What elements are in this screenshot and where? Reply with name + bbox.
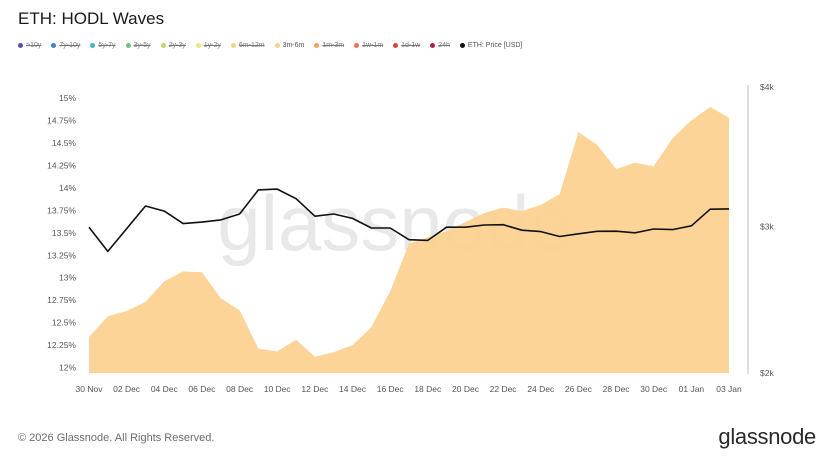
legend-label: 1w-1m [362, 42, 384, 49]
legend-label: 3m-6m [282, 42, 305, 49]
y-right-tick-label: $3k [760, 222, 774, 232]
legend-item[interactable]: 6m-12m [230, 42, 265, 49]
legend-item[interactable]: 24h [430, 42, 450, 49]
legend-dot-icon [430, 43, 436, 48]
x-tick-label: 22 Dec [490, 384, 518, 394]
brand-logo: glassnode [718, 424, 816, 449]
x-tick-label: 20 Dec [452, 384, 480, 394]
y-right-tick-label: $4k [760, 82, 774, 92]
series-area-3m-6m [89, 107, 729, 373]
legend-dot-icon [18, 43, 23, 48]
legend-dot-icon [274, 43, 280, 48]
legend-label: >10y [26, 42, 42, 49]
legend-label: 3y-5y [133, 42, 151, 49]
y-left-tick-label: 14.5% [52, 138, 77, 148]
legend-dot-icon [230, 43, 236, 48]
legend-dot-icon [90, 43, 96, 48]
y-left-tick-label: 12.5% [52, 318, 77, 328]
y-left-tick-label: 12.25% [47, 340, 76, 350]
legend-dot-icon [393, 43, 399, 48]
legend-label: 1d-1w [401, 42, 421, 49]
legend-label: 2y-3y [168, 42, 186, 49]
x-tick-label: 10 Dec [264, 384, 292, 394]
y-left-tick-label: 13.25% [47, 250, 76, 260]
legend-item[interactable]: 2y-3y [160, 42, 186, 49]
x-tick-label: 24 Dec [527, 384, 555, 394]
legend-item[interactable]: 5y-7y [90, 42, 116, 49]
y-left-tick-label: 13.5% [52, 228, 77, 238]
x-tick-label: 14 Dec [339, 384, 367, 394]
legend-item[interactable]: ETH: Price [USD] [459, 42, 523, 49]
legend-dot-icon [354, 43, 360, 48]
copyright-text: © 2026 Glassnode. All Rights Reserved. [18, 432, 215, 444]
legend-dot-icon [125, 43, 131, 48]
x-tick-label: 26 Dec [565, 384, 593, 394]
legend-label: 6m-12m [238, 42, 265, 49]
y-right-tick-label: $2k [760, 368, 774, 378]
legend-item[interactable]: >10y [18, 42, 41, 49]
series-line-eth-price [88, 188, 730, 253]
y-left-tick-label: 14.75% [47, 115, 76, 125]
legend-label: 5y-7y [98, 42, 116, 49]
y-left-tick-label: 12.75% [47, 295, 76, 305]
legend-item[interactable]: 3y-5y [125, 42, 151, 49]
x-tick-label: 18 Dec [414, 384, 442, 394]
x-tick-label: 02 Dec [113, 384, 141, 394]
y-left-tick-label: 14.25% [47, 160, 76, 170]
legend-dot-icon [160, 43, 166, 48]
chart-title: ETH: HODL Waves [18, 9, 165, 28]
x-tick-label: 30 Nov [76, 384, 104, 394]
legend-label: ETH: Price [USD] [467, 42, 523, 49]
legend-item[interactable]: 1y-2y [195, 42, 221, 49]
legend-dot-icon [459, 43, 465, 48]
legend-label: 24h [438, 42, 450, 49]
legend: >10y 7y-10y 5y-7y 3y-5y 2y-3y 1y-2y 6m-12m 3m-6… [18, 42, 532, 49]
legend-label: 1m-3m [322, 42, 345, 49]
legend-item[interactable]: 3m-6m [274, 42, 305, 49]
x-tick-label: 01 Jan [679, 384, 705, 394]
legend-dot-icon [51, 43, 57, 48]
x-tick-label: 04 Dec [151, 384, 179, 394]
legend-label: 1y-2y [203, 42, 221, 49]
legend-item[interactable]: 1d-1w [393, 42, 420, 49]
x-tick-label: 16 Dec [377, 384, 405, 394]
x-tick-label: 08 Dec [226, 384, 254, 394]
legend-item[interactable]: 1m-3m [314, 42, 344, 49]
legend-label: 7y-10y [59, 42, 81, 49]
x-tick-label: 30 Dec [640, 384, 668, 394]
chart-area: glassnode 12% 12.25% 12.5% 12.75% 13% 13.25% 1… [47, 82, 774, 394]
legend-dot-icon [314, 43, 320, 48]
legend-item[interactable]: 7y-10y [51, 42, 80, 49]
legend-dot-icon [195, 43, 201, 48]
x-tick-label: 03 Jan [716, 384, 742, 394]
legend-item[interactable]: 1w-1m [354, 42, 383, 49]
y-left-tick-label: 15% [59, 93, 76, 103]
hodl-waves-chart: glassnode 12%12.25%12.5%12.75%13%13.25%1… [47, 82, 774, 394]
x-tick-label: 06 Dec [188, 384, 216, 394]
y-left-tick-label: 14% [59, 183, 76, 193]
y-left-tick-label: 13% [59, 273, 76, 283]
x-tick-label: 28 Dec [603, 384, 631, 394]
y-left-tick-label: 12% [59, 363, 76, 373]
x-tick-label: 12 Dec [301, 384, 329, 394]
y-left-tick-label: 13.75% [47, 205, 76, 215]
